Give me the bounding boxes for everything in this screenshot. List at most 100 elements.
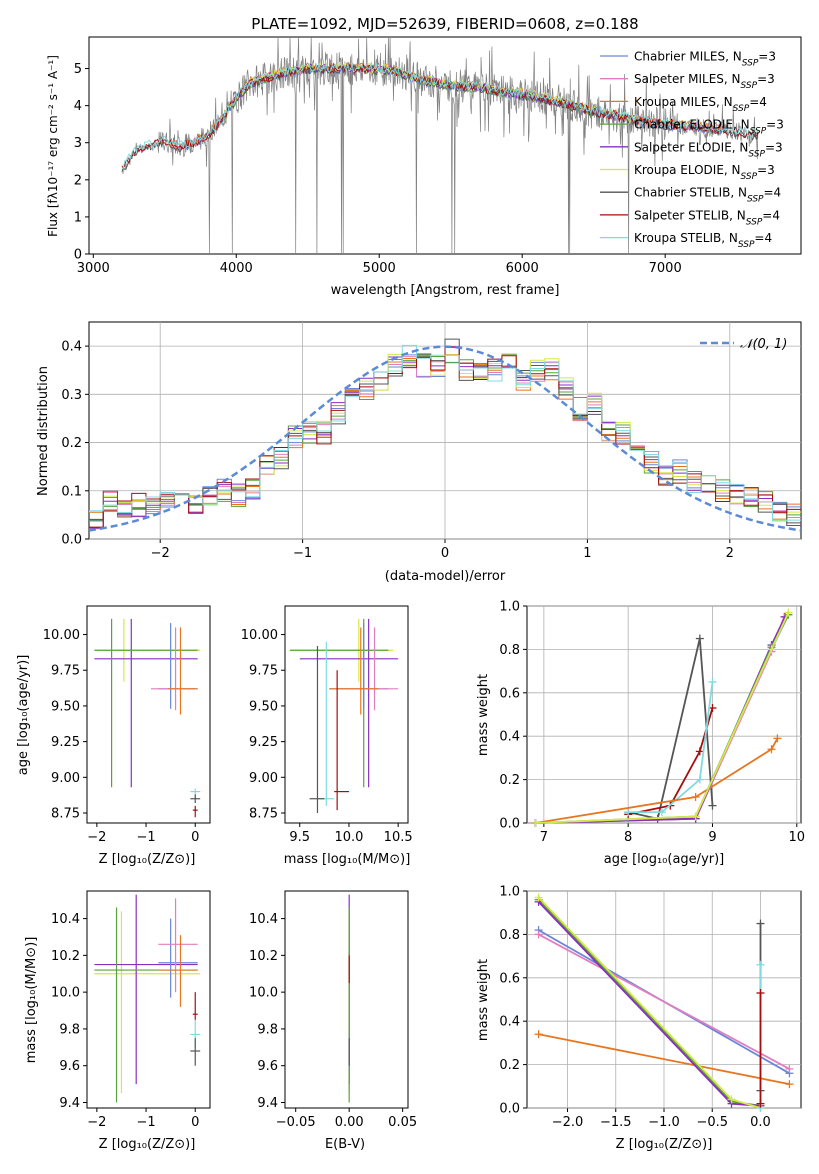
weight-z-ylabel: mass weight bbox=[476, 959, 491, 1041]
mass-ebv-xlabel: E(B-V) bbox=[325, 1137, 365, 1152]
legend-label: Salpeter MILES, NSSP=3 bbox=[634, 72, 775, 91]
salpeter-miles-weight-line bbox=[535, 616, 785, 824]
y-tick-label: 0.2 bbox=[499, 1058, 520, 1073]
y-tick-label: 10.00 bbox=[241, 628, 278, 643]
mass-z-ylabel: mass [log₁₀(M/M⊙)] bbox=[24, 937, 39, 1064]
y-tick-label: 0.2 bbox=[61, 436, 82, 451]
x-tick-label: 10 bbox=[789, 830, 806, 845]
x-tick-label: 2 bbox=[726, 546, 734, 561]
y-tick-label: 9.4 bbox=[257, 1096, 278, 1111]
age-vs-mass-panel: 9.5 10.0 10.5 8.75 9.00 9.25 9.50 9.75 10.00 bbox=[241, 605, 413, 845]
weight-vs-metallicity-panel: −2.0 −1.5 −1.0 −0.5 0.0 0.0 0.2 0.4 0.6 0.8 1.0 bbox=[499, 885, 802, 1130]
y-tick-label: 9.50 bbox=[249, 699, 278, 714]
spectrum-ylabel: Flux [fλ10⁻¹⁷ erg cm⁻² s⁻¹ A⁻¹] bbox=[46, 55, 60, 237]
x-tick-label: 0 bbox=[441, 546, 449, 561]
y-tick-label: 9.8 bbox=[59, 1022, 80, 1037]
age-z-xlabel: Z [log₁₀(Z/Z⊙)] bbox=[99, 852, 196, 867]
age-z-ylabel: age [log₁₀(age/yr)] bbox=[16, 655, 31, 776]
y-tick-label: 10.00 bbox=[43, 628, 80, 643]
legend-label: Kroupa MILES, NSSP=4 bbox=[634, 95, 767, 114]
y-tick-label: 8.75 bbox=[51, 807, 80, 822]
legend-label: Salpeter ELODIE, NSSP=3 bbox=[634, 140, 783, 159]
y-tick-label: 0.0 bbox=[499, 817, 520, 832]
normal-legend-label: 𝒩(0, 1) bbox=[740, 337, 787, 352]
mass-z-xlabel: Z [log₁₀(Z/Z⊙)] bbox=[99, 1137, 196, 1152]
y-tick-label: 1.0 bbox=[499, 885, 520, 900]
legend-label: Kroupa ELODIE, NSSP=3 bbox=[634, 163, 775, 182]
weight-age-ylabel: mass weight bbox=[476, 674, 491, 756]
normal-curve bbox=[88, 345, 802, 532]
y-tick-label: 9.00 bbox=[249, 771, 278, 786]
y-tick-label: 3 bbox=[74, 136, 82, 151]
kroupa-stelib-histogram bbox=[89, 344, 801, 522]
x-tick-label: 0 bbox=[191, 1115, 199, 1130]
y-tick-label: 1.0 bbox=[499, 600, 520, 615]
y-tick-label: 0.4 bbox=[61, 340, 82, 355]
x-tick-label: −0.05 bbox=[276, 1115, 316, 1130]
y-tick-label: 10.0 bbox=[249, 986, 278, 1001]
x-tick-label: 6000 bbox=[506, 261, 539, 276]
chabrier-elodie-weight-line bbox=[535, 614, 790, 824]
y-tick-label: 0.0 bbox=[61, 533, 82, 548]
y-tick-label: 2 bbox=[74, 173, 82, 188]
x-tick-label: −2 bbox=[87, 830, 106, 845]
salpeter-elodie-weight-line bbox=[535, 616, 786, 824]
x-tick-label: 10.0 bbox=[334, 830, 363, 845]
legend-label: Chabrier ELODIE, NSSP=3 bbox=[634, 118, 784, 137]
legend-label: Salpeter STELIB, NSSP=4 bbox=[634, 208, 780, 227]
mass-vs-metallicity-axes-frame bbox=[86, 890, 211, 1109]
y-tick-label: 0.1 bbox=[61, 484, 82, 499]
y-tick-label: 0.6 bbox=[499, 971, 520, 986]
legend-label: Chabrier MILES, NSSP=3 bbox=[634, 50, 776, 69]
y-tick-label: 10.4 bbox=[51, 912, 80, 927]
legend-label: Kroupa STELIB, NSSP=4 bbox=[634, 231, 772, 250]
mass-vs-ebv-panel: −0.05 0.00 0.05 9.4 9.6 9.8 10.0 10.2 10.4 bbox=[249, 890, 417, 1130]
y-tick-label: 9.6 bbox=[59, 1059, 80, 1074]
y-tick-label: 0.8 bbox=[499, 643, 520, 658]
y-tick-label: 9.75 bbox=[249, 664, 278, 679]
kroupa-stelib-weight-line bbox=[628, 681, 714, 813]
chabrier-elodie-weight-line bbox=[537, 899, 761, 1107]
y-tick-label: 9.8 bbox=[257, 1022, 278, 1037]
x-tick-label: 5000 bbox=[363, 261, 396, 276]
legend-label: Chabrier STELIB, NSSP=4 bbox=[634, 186, 781, 205]
y-tick-label: 0.3 bbox=[61, 388, 82, 403]
chabrier-miles-weight-line bbox=[535, 614, 790, 824]
residual-panel: −2 −1 0 1 2 0.0 0.1 0.2 0.3 0.4 (data-model)/erro… bbox=[36, 321, 802, 584]
y-tick-label: 10.2 bbox=[249, 949, 278, 964]
x-tick-label: 4000 bbox=[220, 261, 253, 276]
spectrum-panel: 3000 4000 5000 6000 7000 0 1 2 3 4 5 Chabrier MILE… bbox=[46, 36, 802, 298]
y-tick-label: 10.2 bbox=[51, 949, 80, 964]
y-tick-label: 0.4 bbox=[499, 730, 520, 745]
x-tick-label: 10.5 bbox=[384, 830, 413, 845]
y-tick-label: 9.00 bbox=[51, 771, 80, 786]
kroupa-elodie-weight-line bbox=[537, 896, 761, 1109]
x-tick-label: −0.5 bbox=[696, 1115, 728, 1130]
salpeter-miles-weight-line bbox=[538, 933, 790, 1070]
residual-xlabel: (data-model)/error bbox=[385, 569, 506, 584]
y-tick-label: 0.4 bbox=[499, 1015, 520, 1030]
x-tick-label: −1 bbox=[136, 830, 155, 845]
age-vs-mass-axes-frame bbox=[284, 605, 409, 824]
x-tick-label: −1.0 bbox=[648, 1115, 680, 1130]
y-tick-label: 0.8 bbox=[499, 928, 520, 943]
y-tick-label: 9.75 bbox=[51, 664, 80, 679]
age-vs-metallicity-panel: −2 −1 0 8.75 9.00 9.25 9.50 9.75 10.00 bbox=[43, 605, 211, 845]
x-tick-label: 0.00 bbox=[335, 1115, 364, 1130]
kroupa-elodie-weight-line bbox=[535, 612, 790, 824]
y-tick-label: 9.25 bbox=[249, 735, 278, 750]
x-tick-label: 8 bbox=[624, 830, 632, 845]
age-vs-metallicity-axes-frame bbox=[86, 605, 211, 824]
y-tick-label: 10.4 bbox=[249, 912, 278, 927]
kroupa-stelib-model-line bbox=[121, 61, 759, 170]
y-tick-label: 4 bbox=[74, 99, 82, 114]
y-tick-label: 9.4 bbox=[59, 1096, 80, 1111]
x-tick-label: 1 bbox=[583, 546, 591, 561]
y-tick-label: 9.6 bbox=[257, 1059, 278, 1074]
spectrum-xlabel: wavelength [Angstrom, rest frame] bbox=[331, 283, 560, 298]
y-tick-label: 0 bbox=[74, 248, 82, 263]
weight-vs-age-panel: 7 8 9 10 0.0 0.2 0.4 0.6 0.8 1.0 bbox=[499, 600, 805, 846]
x-tick-label: −2 bbox=[87, 1115, 106, 1130]
x-tick-label: 0.0 bbox=[750, 1115, 771, 1130]
y-tick-label: 9.25 bbox=[51, 735, 80, 750]
